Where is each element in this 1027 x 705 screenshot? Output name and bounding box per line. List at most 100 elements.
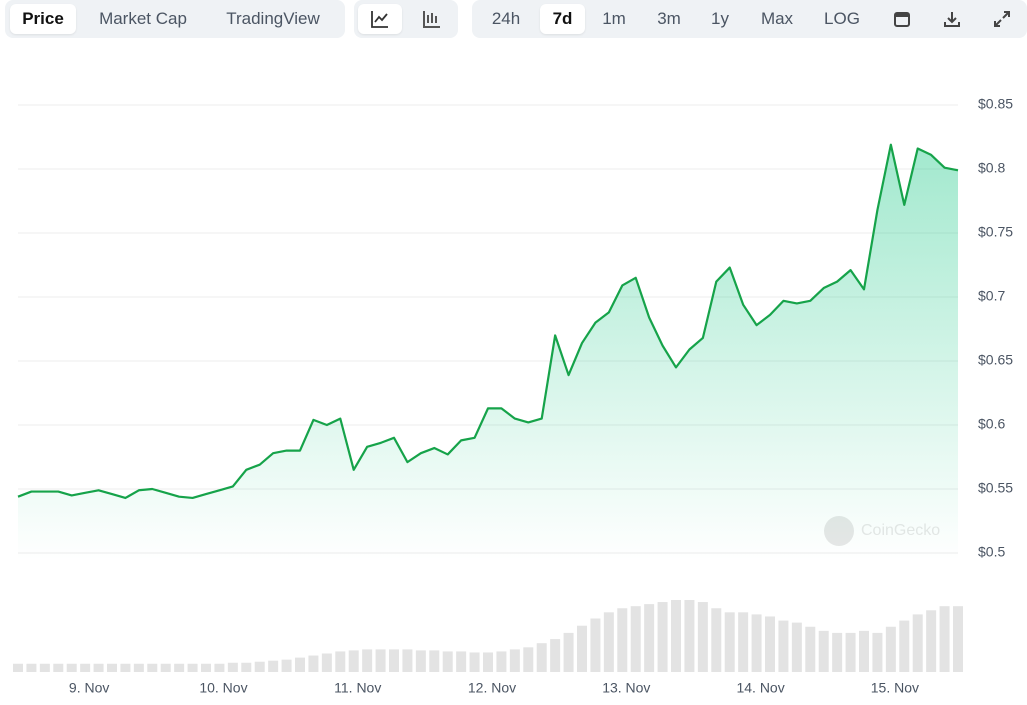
volume-bar	[66, 663, 77, 672]
volume-bar	[80, 663, 91, 672]
line-icon[interactable]	[358, 4, 402, 34]
range[interactable]: 7d	[540, 4, 585, 34]
volume-bar	[644, 604, 655, 672]
range-tabs: 24h 7d 1m 3m 1y Max LOG	[472, 0, 1027, 38]
icon	[423, 11, 440, 28]
volume-bar	[778, 620, 789, 672]
volume-bar	[429, 650, 440, 672]
icon	[944, 12, 960, 27]
volume-bar	[912, 614, 923, 672]
volume-bar	[751, 614, 762, 672]
volume-bar	[442, 651, 453, 672]
y-tick-label: $0.6	[978, 416, 1005, 432]
volume-bar	[939, 606, 950, 672]
volume-bar	[536, 643, 547, 672]
volume-bar	[389, 649, 399, 672]
volume-bar	[281, 659, 292, 672]
range[interactable]: 1y	[711, 9, 729, 28]
volume-bar	[295, 657, 305, 672]
volume-bar	[617, 608, 628, 672]
range[interactable]: Max	[760, 9, 794, 28]
volume-bar	[791, 622, 802, 672]
y-tick-label: $0.55	[978, 480, 1013, 496]
volume-bar	[53, 663, 64, 672]
volume-bar	[13, 663, 23, 672]
volume-bar	[697, 602, 708, 672]
volume-bar	[308, 655, 319, 672]
volume-bar	[241, 662, 252, 672]
volume-bar	[845, 632, 856, 672]
volume-bar	[147, 663, 158, 672]
volume-bar	[120, 663, 131, 672]
range[interactable]: 1m	[602, 9, 626, 28]
candle-icon[interactable]	[410, 4, 454, 34]
volume-bar	[348, 650, 359, 672]
volume-bar	[738, 612, 749, 672]
volume-bar	[953, 606, 963, 672]
volume-bar	[201, 663, 211, 672]
volume-bar	[509, 649, 520, 672]
volume-bar	[375, 649, 386, 672]
volume-bar	[684, 600, 695, 672]
tab[interactable]: Market Cap	[99, 9, 187, 28]
volume-bar	[133, 663, 144, 672]
volume-bar	[402, 649, 413, 672]
volume-bar	[254, 661, 265, 672]
download-icon[interactable]	[932, 4, 972, 34]
volume-bar	[107, 663, 117, 672]
watermark: CoinGecko	[824, 516, 940, 546]
range[interactable]: 3m	[657, 9, 681, 28]
tab[interactable]: TradingView	[226, 9, 320, 28]
volume-bar	[93, 663, 104, 672]
volume-bar	[724, 612, 735, 672]
volume-bar	[818, 630, 829, 672]
volume-bar	[214, 663, 225, 672]
volume-bar	[859, 630, 869, 672]
range[interactable]: LOG	[824, 9, 860, 28]
volume-bar	[563, 632, 574, 672]
volume-bar	[885, 626, 896, 672]
range[interactable]: 24h	[491, 9, 521, 28]
volume-bar	[483, 652, 493, 672]
expand-icon[interactable]	[982, 4, 1022, 34]
volume-bar	[550, 639, 561, 672]
x-tick-label: 13. Nov	[602, 680, 650, 696]
tab[interactable]: Price	[10, 4, 76, 34]
y-tick-label: $0.65	[978, 352, 1013, 368]
volume-bar	[174, 663, 185, 672]
volume-bar	[523, 647, 534, 672]
icon	[994, 11, 1010, 27]
watermark-text: CoinGecko	[861, 522, 940, 539]
volume-bar	[268, 660, 279, 672]
volume-bar	[671, 600, 681, 672]
x-tick-label: 10. Nov	[199, 680, 247, 696]
volume-bar	[711, 608, 722, 672]
volume-bar	[630, 606, 641, 672]
icon	[894, 12, 910, 27]
calendar-icon[interactable]	[882, 4, 922, 34]
volume-bar	[26, 663, 37, 672]
y-tick-label: $0.5	[978, 544, 1005, 560]
price-line	[17, 143, 959, 500]
volume-bar	[603, 612, 614, 672]
y-tick-label: $0.8	[978, 160, 1005, 176]
volume-bar	[362, 649, 373, 672]
x-tick-label: 12. Nov	[468, 680, 516, 696]
area	[18, 144, 958, 560]
volume-bar	[160, 663, 171, 672]
icon	[371, 11, 388, 28]
volume-bar	[805, 626, 816, 672]
volume-bar	[469, 652, 480, 672]
x-tick-label: 9. Nov	[69, 680, 109, 696]
volume-bar	[872, 632, 883, 672]
y-tick-label: $0.85	[978, 96, 1013, 112]
chart-style	[354, 0, 458, 38]
watermark-logo	[824, 516, 854, 546]
volume-bar	[657, 602, 668, 672]
volume-bar	[415, 650, 426, 672]
volume-bar	[496, 651, 507, 672]
volume-bar	[227, 662, 238, 672]
volume-bar	[765, 616, 775, 672]
